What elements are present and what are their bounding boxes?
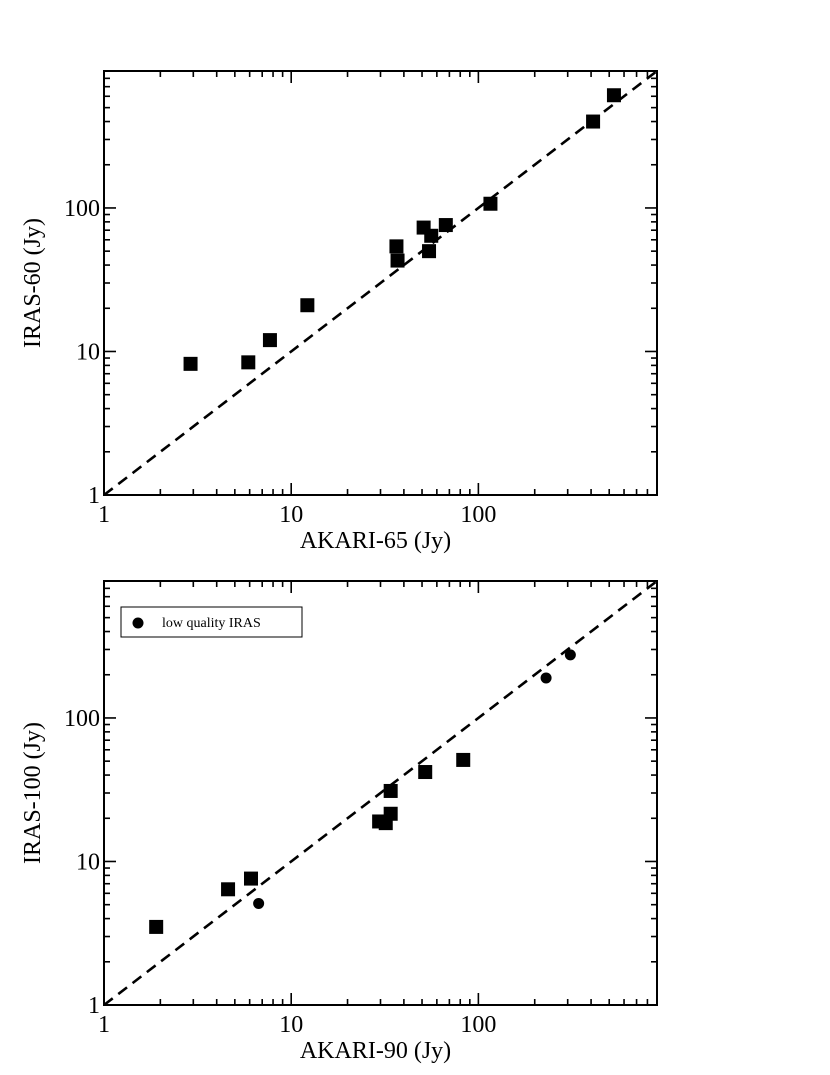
y-tick-label: 10 — [76, 339, 100, 365]
square-data-point — [383, 783, 398, 798]
data-points — [183, 88, 621, 371]
square-data-point — [149, 919, 164, 934]
square-data-point — [438, 218, 453, 233]
y-tick-label: 1 — [88, 993, 100, 1019]
x-tick-label: 100 — [460, 1012, 496, 1038]
top-scatter-panel: 1 10 100 1 10 100 AKARI-65 (Jy) IRAS-60 (Jy) — [20, 69, 658, 554]
square-data-point — [262, 333, 277, 348]
bottom-scatter-panel: 1 10 100 1 10 100 low quality IRAS AKARI-90 (… — [20, 579, 658, 1064]
square-data-point — [183, 356, 198, 371]
square-data-point — [221, 882, 236, 897]
x-axis-label: AKARI-65 (Jy) — [300, 528, 451, 554]
square-data-point — [418, 765, 433, 780]
square-data-point — [390, 253, 405, 268]
legend-box — [120, 606, 303, 638]
square-data-point — [300, 298, 315, 313]
circle-data-point — [564, 649, 576, 661]
tick-marks — [103, 70, 658, 496]
square-data-point — [389, 239, 404, 254]
y-axis-label: IRAS-60 (Jy) — [20, 218, 46, 348]
circle-data-point — [253, 897, 265, 909]
y-tick-label: 100 — [64, 706, 100, 732]
circle-data-point — [540, 672, 552, 684]
x-tick-label: 10 — [279, 1012, 303, 1038]
square-data-point — [586, 114, 601, 129]
tick-marks — [103, 580, 658, 1006]
square-data-point — [383, 806, 398, 821]
data-points — [149, 649, 576, 934]
x-tick-label: 10 — [279, 502, 303, 528]
square-data-point — [241, 355, 256, 370]
x-tick-label: 1 — [98, 1012, 110, 1038]
square-data-point — [456, 752, 471, 767]
x-tick-label: 1 — [98, 502, 110, 528]
square-data-point — [244, 871, 259, 886]
legend-circle-marker — [132, 617, 144, 629]
square-data-point — [422, 244, 437, 259]
y-axis-label: IRAS-100 (Jy) — [20, 722, 46, 864]
square-data-point — [483, 196, 498, 211]
tick-labels: 1 10 100 1 10 100 — [64, 706, 496, 1038]
tick-labels: 1 10 100 1 10 100 — [64, 196, 496, 528]
identity-line — [103, 579, 658, 1007]
y-tick-label: 10 — [76, 849, 100, 875]
square-data-point — [606, 88, 621, 103]
y-tick-label: 1 — [88, 483, 100, 509]
legend-label: low quality IRAS — [162, 616, 261, 631]
square-data-point — [424, 228, 439, 243]
legend: low quality IRAS — [120, 606, 303, 638]
x-tick-label: 100 — [460, 502, 496, 528]
identity-line — [103, 69, 658, 497]
y-tick-label: 100 — [64, 196, 100, 222]
x-axis-label: AKARI-90 (Jy) — [300, 1038, 451, 1064]
